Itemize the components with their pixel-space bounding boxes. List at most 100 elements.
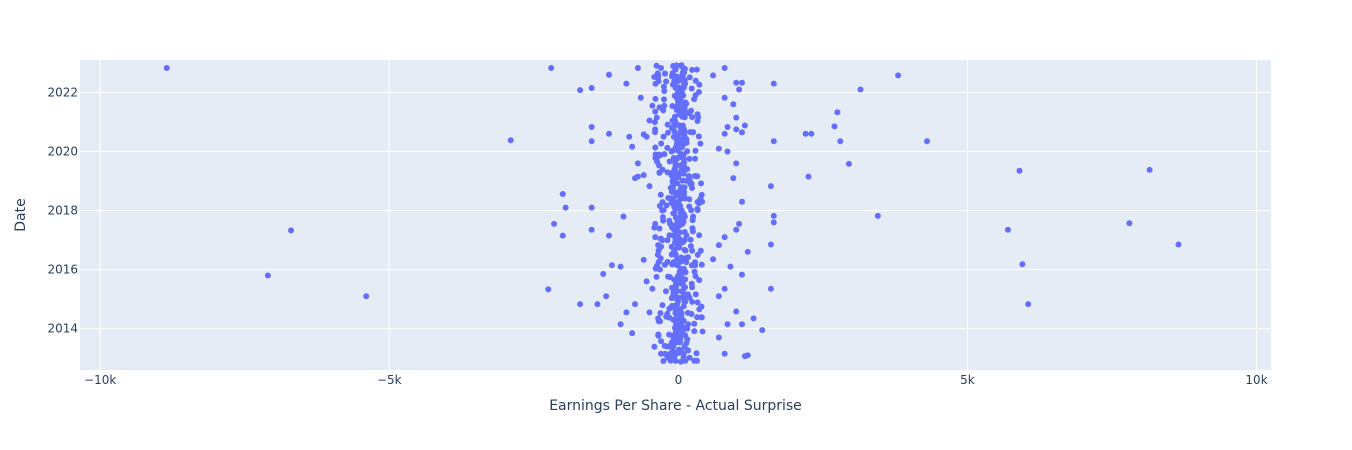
data-point[interactable] xyxy=(682,255,689,262)
data-point[interactable] xyxy=(588,124,595,131)
data-point[interactable] xyxy=(651,343,658,350)
data-point[interactable] xyxy=(637,94,644,101)
data-point[interactable] xyxy=(688,310,695,317)
data-point[interactable] xyxy=(551,220,558,227)
data-point[interactable] xyxy=(658,64,665,71)
data-point[interactable] xyxy=(715,242,722,249)
data-point[interactable] xyxy=(687,236,694,243)
data-point[interactable] xyxy=(656,104,663,111)
data-point[interactable] xyxy=(666,217,673,224)
data-point[interactable] xyxy=(686,203,693,210)
data-point[interactable] xyxy=(694,314,701,321)
data-point[interactable] xyxy=(692,77,699,84)
data-point[interactable] xyxy=(664,258,671,265)
data-point[interactable] xyxy=(651,119,658,126)
data-point[interactable] xyxy=(724,124,731,131)
data-point[interactable] xyxy=(659,237,666,244)
data-point[interactable] xyxy=(588,204,595,211)
data-point[interactable] xyxy=(834,109,841,116)
data-point[interactable] xyxy=(661,102,668,109)
data-point[interactable] xyxy=(661,342,668,349)
data-point[interactable] xyxy=(673,141,680,148)
data-point[interactable] xyxy=(660,133,667,140)
data-point[interactable] xyxy=(667,184,674,191)
data-point[interactable] xyxy=(661,70,668,77)
data-point[interactable] xyxy=(646,117,653,124)
data-point[interactable] xyxy=(577,301,584,308)
data-point[interactable] xyxy=(640,131,647,138)
data-point[interactable] xyxy=(652,108,659,115)
data-point[interactable] xyxy=(694,207,701,214)
data-point[interactable] xyxy=(660,83,667,90)
data-point[interactable] xyxy=(715,293,722,300)
data-point[interactable] xyxy=(721,350,728,357)
data-point[interactable] xyxy=(634,160,641,167)
data-point[interactable] xyxy=(681,265,688,272)
data-point[interactable] xyxy=(669,177,676,184)
data-point[interactable] xyxy=(606,130,613,137)
data-point[interactable] xyxy=(686,74,693,81)
data-point[interactable] xyxy=(694,111,701,118)
data-point[interactable] xyxy=(690,213,697,220)
data-point[interactable] xyxy=(1019,261,1026,268)
data-point[interactable] xyxy=(770,138,777,145)
data-point[interactable] xyxy=(674,74,681,81)
data-point[interactable] xyxy=(559,191,566,198)
data-point[interactable] xyxy=(548,64,555,71)
data-point[interactable] xyxy=(685,347,692,354)
data-point[interactable] xyxy=(661,96,668,103)
data-point[interactable] xyxy=(606,232,613,239)
data-point[interactable] xyxy=(682,247,689,254)
data-point[interactable] xyxy=(507,137,514,144)
data-point[interactable] xyxy=(687,243,694,250)
data-point[interactable] xyxy=(688,107,695,114)
data-point[interactable] xyxy=(608,262,615,269)
data-point[interactable] xyxy=(606,71,613,78)
data-point[interactable] xyxy=(741,353,748,360)
data-point[interactable] xyxy=(603,293,610,300)
data-point[interactable] xyxy=(652,126,659,133)
data-point[interactable] xyxy=(666,158,673,165)
data-point[interactable] xyxy=(676,347,683,354)
data-point[interactable] xyxy=(738,271,745,278)
data-point[interactable] xyxy=(666,331,673,338)
data-point[interactable] xyxy=(655,332,662,339)
data-point[interactable] xyxy=(698,261,705,268)
data-point[interactable] xyxy=(695,133,702,140)
data-point[interactable] xyxy=(659,302,666,309)
data-point[interactable] xyxy=(656,225,663,232)
data-point[interactable] xyxy=(808,130,815,137)
data-point[interactable] xyxy=(721,130,728,137)
data-point[interactable] xyxy=(730,101,737,108)
data-point[interactable] xyxy=(1146,166,1153,173)
data-point[interactable] xyxy=(660,207,667,214)
data-point[interactable] xyxy=(770,212,777,219)
data-point[interactable] xyxy=(805,173,812,180)
data-point[interactable] xyxy=(733,160,740,167)
data-point[interactable] xyxy=(623,80,630,87)
data-point[interactable] xyxy=(721,234,728,241)
data-point[interactable] xyxy=(923,138,930,145)
data-point[interactable] xyxy=(660,358,667,365)
data-point[interactable] xyxy=(626,133,633,140)
data-point[interactable] xyxy=(1025,301,1032,308)
data-point[interactable] xyxy=(659,199,666,206)
data-point[interactable] xyxy=(744,248,751,255)
data-point[interactable] xyxy=(163,64,170,71)
data-point[interactable] xyxy=(577,87,584,94)
data-point[interactable] xyxy=(678,62,685,69)
data-point[interactable] xyxy=(666,232,673,239)
data-point[interactable] xyxy=(652,95,659,102)
data-point[interactable] xyxy=(617,321,624,328)
data-point[interactable] xyxy=(629,143,636,150)
data-point[interactable] xyxy=(691,320,698,327)
data-point[interactable] xyxy=(656,151,663,158)
data-point[interactable] xyxy=(649,285,656,292)
data-point[interactable] xyxy=(652,234,659,241)
data-point[interactable] xyxy=(710,256,717,263)
data-point[interactable] xyxy=(691,268,698,275)
data-point[interactable] xyxy=(664,144,671,151)
data-point[interactable] xyxy=(694,299,701,306)
data-point[interactable] xyxy=(629,330,636,337)
data-point[interactable] xyxy=(363,293,370,300)
